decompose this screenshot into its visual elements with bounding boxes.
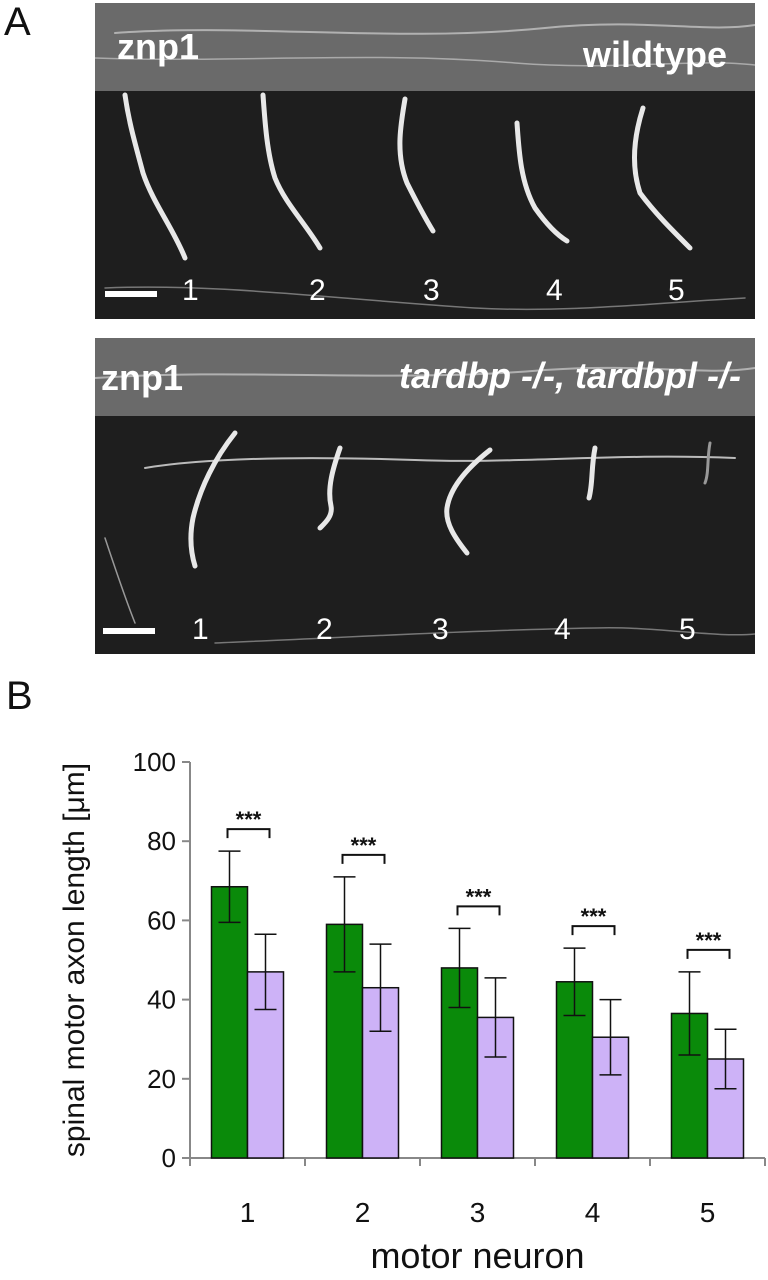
significance-bracket <box>456 905 501 916</box>
stain-label: znp1 <box>117 26 200 67</box>
x-category-label: 1 <box>240 1197 256 1228</box>
neuron-number: 4 <box>554 613 571 646</box>
x-category-label: 3 <box>470 1197 486 1228</box>
neuron-number: 2 <box>309 274 326 307</box>
significance-bracket <box>341 853 386 864</box>
x-category-label: 2 <box>355 1197 371 1228</box>
significance-bracket <box>686 948 731 959</box>
neuron-number: 2 <box>316 613 333 646</box>
neuron-number: 3 <box>432 613 449 646</box>
stain-label: znp1 <box>101 357 184 398</box>
significance-bracket <box>571 925 616 936</box>
panel-letter-b: B <box>6 674 33 718</box>
y-axis-title: spinal motor axon length [μm] <box>58 763 91 1157</box>
significance-bracket <box>226 828 271 839</box>
header-band <box>95 3 755 91</box>
neuron-number: 3 <box>423 274 440 307</box>
x-category-label: 5 <box>700 1197 716 1228</box>
scale-bar <box>103 628 155 634</box>
bar <box>210 885 249 1159</box>
significance-label: *** <box>581 904 607 929</box>
significance-label: *** <box>236 807 262 832</box>
neuron-number: 5 <box>679 613 696 646</box>
y-tick-label: 60 <box>147 905 176 935</box>
y-tick-label: 100 <box>133 747 176 777</box>
y-tick-label: 80 <box>147 826 176 856</box>
x-axis-title: motor neuron <box>370 1235 584 1276</box>
neuron-number: 5 <box>668 274 685 307</box>
y-tick-label: 0 <box>162 1143 176 1173</box>
bar-chart: 0 20 40 60 80 100 spinal motor axon length [μm… <box>58 747 766 1276</box>
header-band <box>95 338 755 416</box>
y-tick-label: 40 <box>147 985 176 1015</box>
neuron-number: 1 <box>182 274 199 307</box>
y-tick-label: 20 <box>147 1064 176 1094</box>
x-category-label: 4 <box>585 1197 601 1228</box>
neuron-number: 1 <box>192 613 209 646</box>
micrograph-wildtype: znp1 wildtype 1 2 3 4 5 <box>95 3 755 319</box>
scale-bar <box>105 291 157 297</box>
significance-label: *** <box>351 833 377 858</box>
genotype-label: wildtype <box>582 34 727 75</box>
significance-label: *** <box>696 928 722 953</box>
genotype-label: tardbp -/-, tardbpl -/- <box>399 355 741 396</box>
panel-letter-a: A <box>4 0 31 44</box>
micrograph-mutant: znp1 tardbp -/-, tardbpl -/- 1 2 3 4 5 <box>95 338 755 654</box>
significance-label: *** <box>466 884 492 909</box>
neuron-number: 4 <box>546 274 563 307</box>
